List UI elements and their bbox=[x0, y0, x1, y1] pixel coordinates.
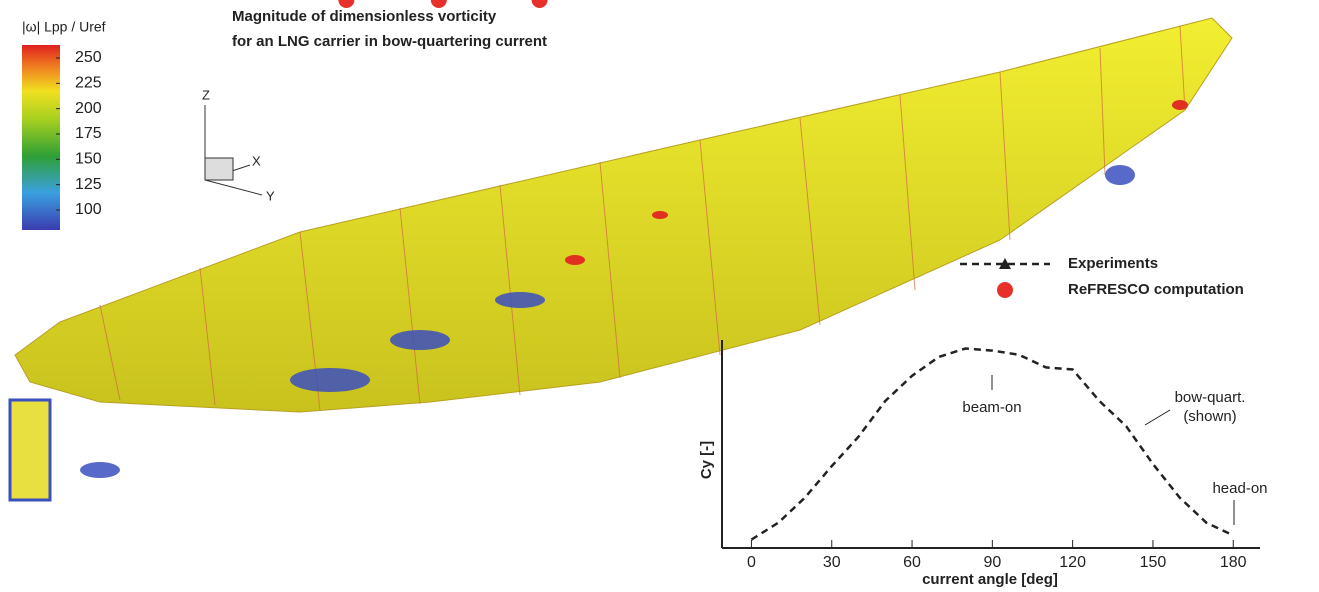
colorbar-tick-label: 150 bbox=[75, 151, 102, 168]
x-tick-label: 120 bbox=[1059, 554, 1086, 571]
series-line bbox=[750, 347, 1234, 541]
x-tick-label: 30 bbox=[823, 554, 841, 571]
annotation: head-on bbox=[1212, 480, 1267, 497]
colorbar-label: |ω| Lpp / Uref bbox=[22, 19, 106, 35]
title-line: for an LNG carrier in bow-quartering cur… bbox=[232, 33, 547, 50]
x-tick-label: 60 bbox=[903, 554, 921, 571]
circle-marker bbox=[531, 0, 548, 8]
colorbar-tick-label: 250 bbox=[75, 49, 102, 66]
colorbar bbox=[22, 45, 60, 230]
legend-label: ReFRESCO computation bbox=[1068, 281, 1244, 298]
colorbar-tick-label: 100 bbox=[75, 201, 102, 218]
inset-chart: Cy [-] current angle [deg] beam-on bow-q… bbox=[698, 340, 1268, 588]
colorbar-tick-label: 225 bbox=[75, 75, 102, 92]
axis-triad bbox=[204, 105, 263, 196]
legend-marker bbox=[997, 282, 1013, 298]
x-tick-label: 150 bbox=[1140, 554, 1167, 571]
x-tick-label: 90 bbox=[983, 554, 1001, 571]
legend-marker bbox=[999, 258, 1011, 269]
annotation-arrow bbox=[1144, 409, 1171, 426]
colorbar-tick-label: 200 bbox=[75, 100, 102, 117]
x-tick-label: 180 bbox=[1220, 554, 1247, 571]
y-axis-label: Cy [-] bbox=[698, 441, 715, 479]
annotation: bow-quart. bbox=[1175, 389, 1246, 406]
triad-label: X bbox=[252, 153, 261, 168]
legend-label: Experiments bbox=[1068, 255, 1158, 272]
x-axis-label: current angle [deg] bbox=[922, 571, 1058, 588]
title-line: Magnitude of dimensionless vorticity bbox=[232, 8, 497, 25]
circle-marker bbox=[430, 0, 447, 8]
hull-render bbox=[8, 17, 1233, 502]
colorbar-tick-label: 175 bbox=[75, 125, 102, 142]
x-tick-label: 0 bbox=[747, 554, 756, 571]
annotation: (shown) bbox=[1183, 408, 1236, 425]
circle-marker bbox=[338, 0, 355, 8]
annotation: beam-on bbox=[962, 399, 1021, 416]
triad-label: Z bbox=[202, 87, 210, 102]
colorbar-tick-label: 125 bbox=[75, 176, 102, 193]
triad-label: Y bbox=[266, 188, 275, 203]
